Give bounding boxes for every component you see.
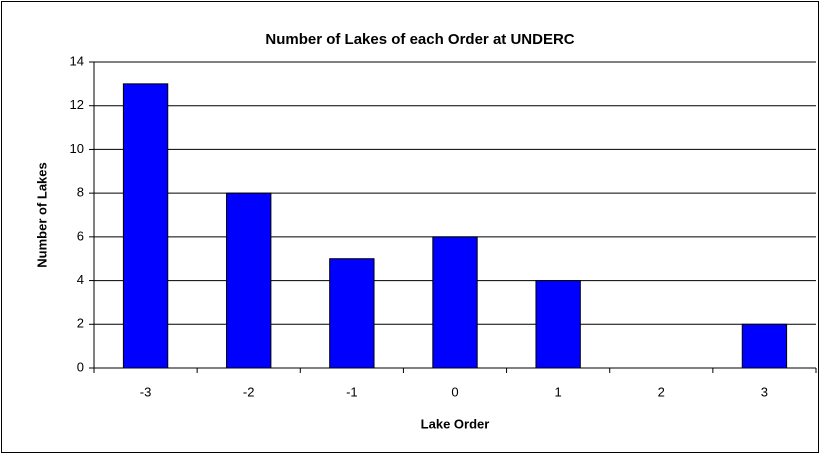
y-tick-label: 4 bbox=[77, 272, 84, 287]
y-tick-label: 0 bbox=[77, 359, 84, 374]
y-axis-title: Number of Lakes bbox=[34, 162, 49, 267]
y-tick-label: 2 bbox=[77, 316, 84, 331]
bar bbox=[122, 83, 169, 369]
x-tick-label: -1 bbox=[346, 384, 358, 399]
x-tick-label: 0 bbox=[451, 384, 458, 399]
bar bbox=[535, 280, 581, 369]
y-tick-label: 6 bbox=[77, 228, 84, 243]
x-tick-label: -3 bbox=[140, 384, 152, 399]
y-tick-label: 12 bbox=[70, 97, 84, 112]
x-tick-label: -2 bbox=[243, 384, 255, 399]
x-tick-label: 2 bbox=[658, 384, 665, 399]
y-tick-label: 14 bbox=[70, 53, 84, 68]
x-axis-title: Lake Order bbox=[421, 416, 490, 431]
y-tick-label: 10 bbox=[70, 141, 84, 156]
chart-title: Number of Lakes of each Order at UNDERC bbox=[265, 31, 574, 48]
x-tick-label: 3 bbox=[761, 384, 768, 399]
bar bbox=[226, 192, 272, 369]
x-tick-label: 1 bbox=[555, 384, 562, 399]
bar bbox=[329, 258, 375, 369]
bar bbox=[432, 236, 478, 369]
y-tick-label: 8 bbox=[77, 185, 84, 200]
bar bbox=[741, 323, 788, 369]
